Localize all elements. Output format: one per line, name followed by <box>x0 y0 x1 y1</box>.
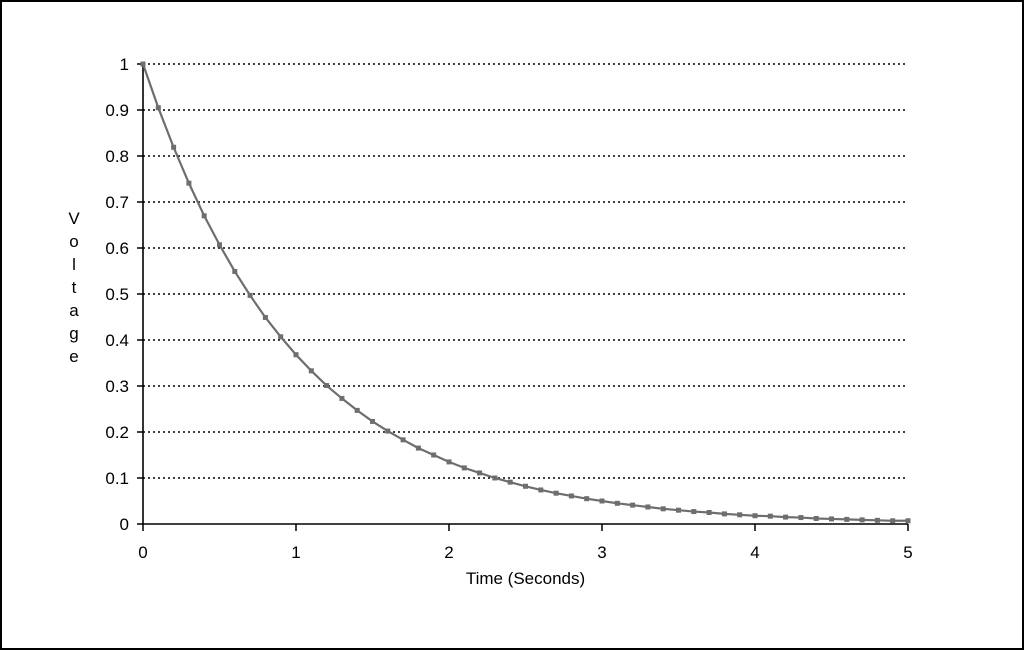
data-point <box>859 517 865 523</box>
data-point <box>155 105 161 111</box>
data-point <box>813 515 819 521</box>
x-tick-label: 5 <box>903 543 912 562</box>
data-point <box>385 428 391 434</box>
y-tick-label: 0.8 <box>105 147 129 166</box>
data-point <box>446 459 452 465</box>
data-point <box>339 395 345 401</box>
data-point <box>599 498 605 504</box>
data-point <box>308 368 314 374</box>
data-point <box>767 513 773 519</box>
data-point <box>262 314 268 320</box>
x-tick-label: 2 <box>444 543 453 562</box>
data-point <box>477 470 483 476</box>
y-tick-label: 0.9 <box>105 101 129 120</box>
y-tick-label: 0.6 <box>105 239 129 258</box>
y-axis-title-char: l <box>72 255 76 274</box>
data-point <box>737 512 743 518</box>
y-axis-title-char: V <box>68 209 80 228</box>
y-tick-label: 0.3 <box>105 377 129 396</box>
data-point <box>217 242 222 248</box>
data-point <box>676 507 681 513</box>
data-point <box>492 475 498 481</box>
data-point <box>706 510 712 515</box>
data-point <box>324 383 330 389</box>
y-axis-title-char: g <box>69 324 78 343</box>
data-point <box>293 352 299 358</box>
data-point <box>890 518 896 524</box>
y-tick-label: 1 <box>120 55 129 74</box>
series-line <box>141 63 908 522</box>
y-tick-label: 0.2 <box>105 423 129 442</box>
data-point <box>905 518 911 524</box>
y-tick-label: 0.4 <box>105 331 129 350</box>
data-point <box>370 418 375 424</box>
data-point <box>461 465 467 471</box>
data-point <box>553 490 559 496</box>
data-point <box>783 514 789 520</box>
data-point <box>140 61 146 67</box>
x-axis-title: Time (Seconds) <box>466 569 585 588</box>
x-tick-label: 0 <box>138 543 147 562</box>
y-axis-title-char: o <box>69 232 78 251</box>
data-point <box>568 493 574 499</box>
y-axis-title-char: a <box>69 301 79 320</box>
x-tick-label: 4 <box>750 543 759 562</box>
y-tick-label: 0.7 <box>105 193 129 212</box>
axes <box>137 63 909 531</box>
data-point <box>507 479 513 485</box>
x-tick-label: 3 <box>597 543 606 562</box>
series-group <box>140 61 911 524</box>
data-point <box>171 144 177 150</box>
data-point <box>415 445 421 451</box>
data-point <box>874 517 880 523</box>
data-point <box>247 292 253 298</box>
data-point <box>232 268 238 274</box>
data-point <box>186 180 192 186</box>
data-point <box>354 407 360 413</box>
data-point <box>431 452 437 458</box>
y-tick-labels: 0 0.1 0.2 0.3 0.4 0.5 0.6 0.7 0.8 0.9 1 <box>105 55 129 534</box>
data-point <box>278 334 284 340</box>
y-axis-title-char: t <box>72 278 77 297</box>
data-point <box>645 504 651 510</box>
x-tick-label: 1 <box>291 543 300 562</box>
gridlines <box>143 63 908 479</box>
data-point <box>721 511 727 517</box>
data-point <box>660 506 666 512</box>
data-point <box>798 515 804 521</box>
data-point <box>844 516 850 522</box>
data-point <box>584 496 590 502</box>
y-tick-label: 0.1 <box>105 469 129 488</box>
data-point <box>752 513 758 519</box>
y-axis-title-char: e <box>69 347 78 366</box>
data-point <box>538 487 544 493</box>
data-point <box>691 509 697 515</box>
y-tick-label: 0 <box>120 515 129 534</box>
data-point <box>829 516 834 522</box>
data-point <box>400 437 406 443</box>
data-point <box>614 500 620 506</box>
data-point <box>630 502 636 508</box>
data-point <box>523 483 528 489</box>
y-tick-label: 0.5 <box>105 285 129 304</box>
data-point <box>201 213 207 219</box>
x-tick-labels: 0 1 2 3 4 5 <box>138 543 912 562</box>
